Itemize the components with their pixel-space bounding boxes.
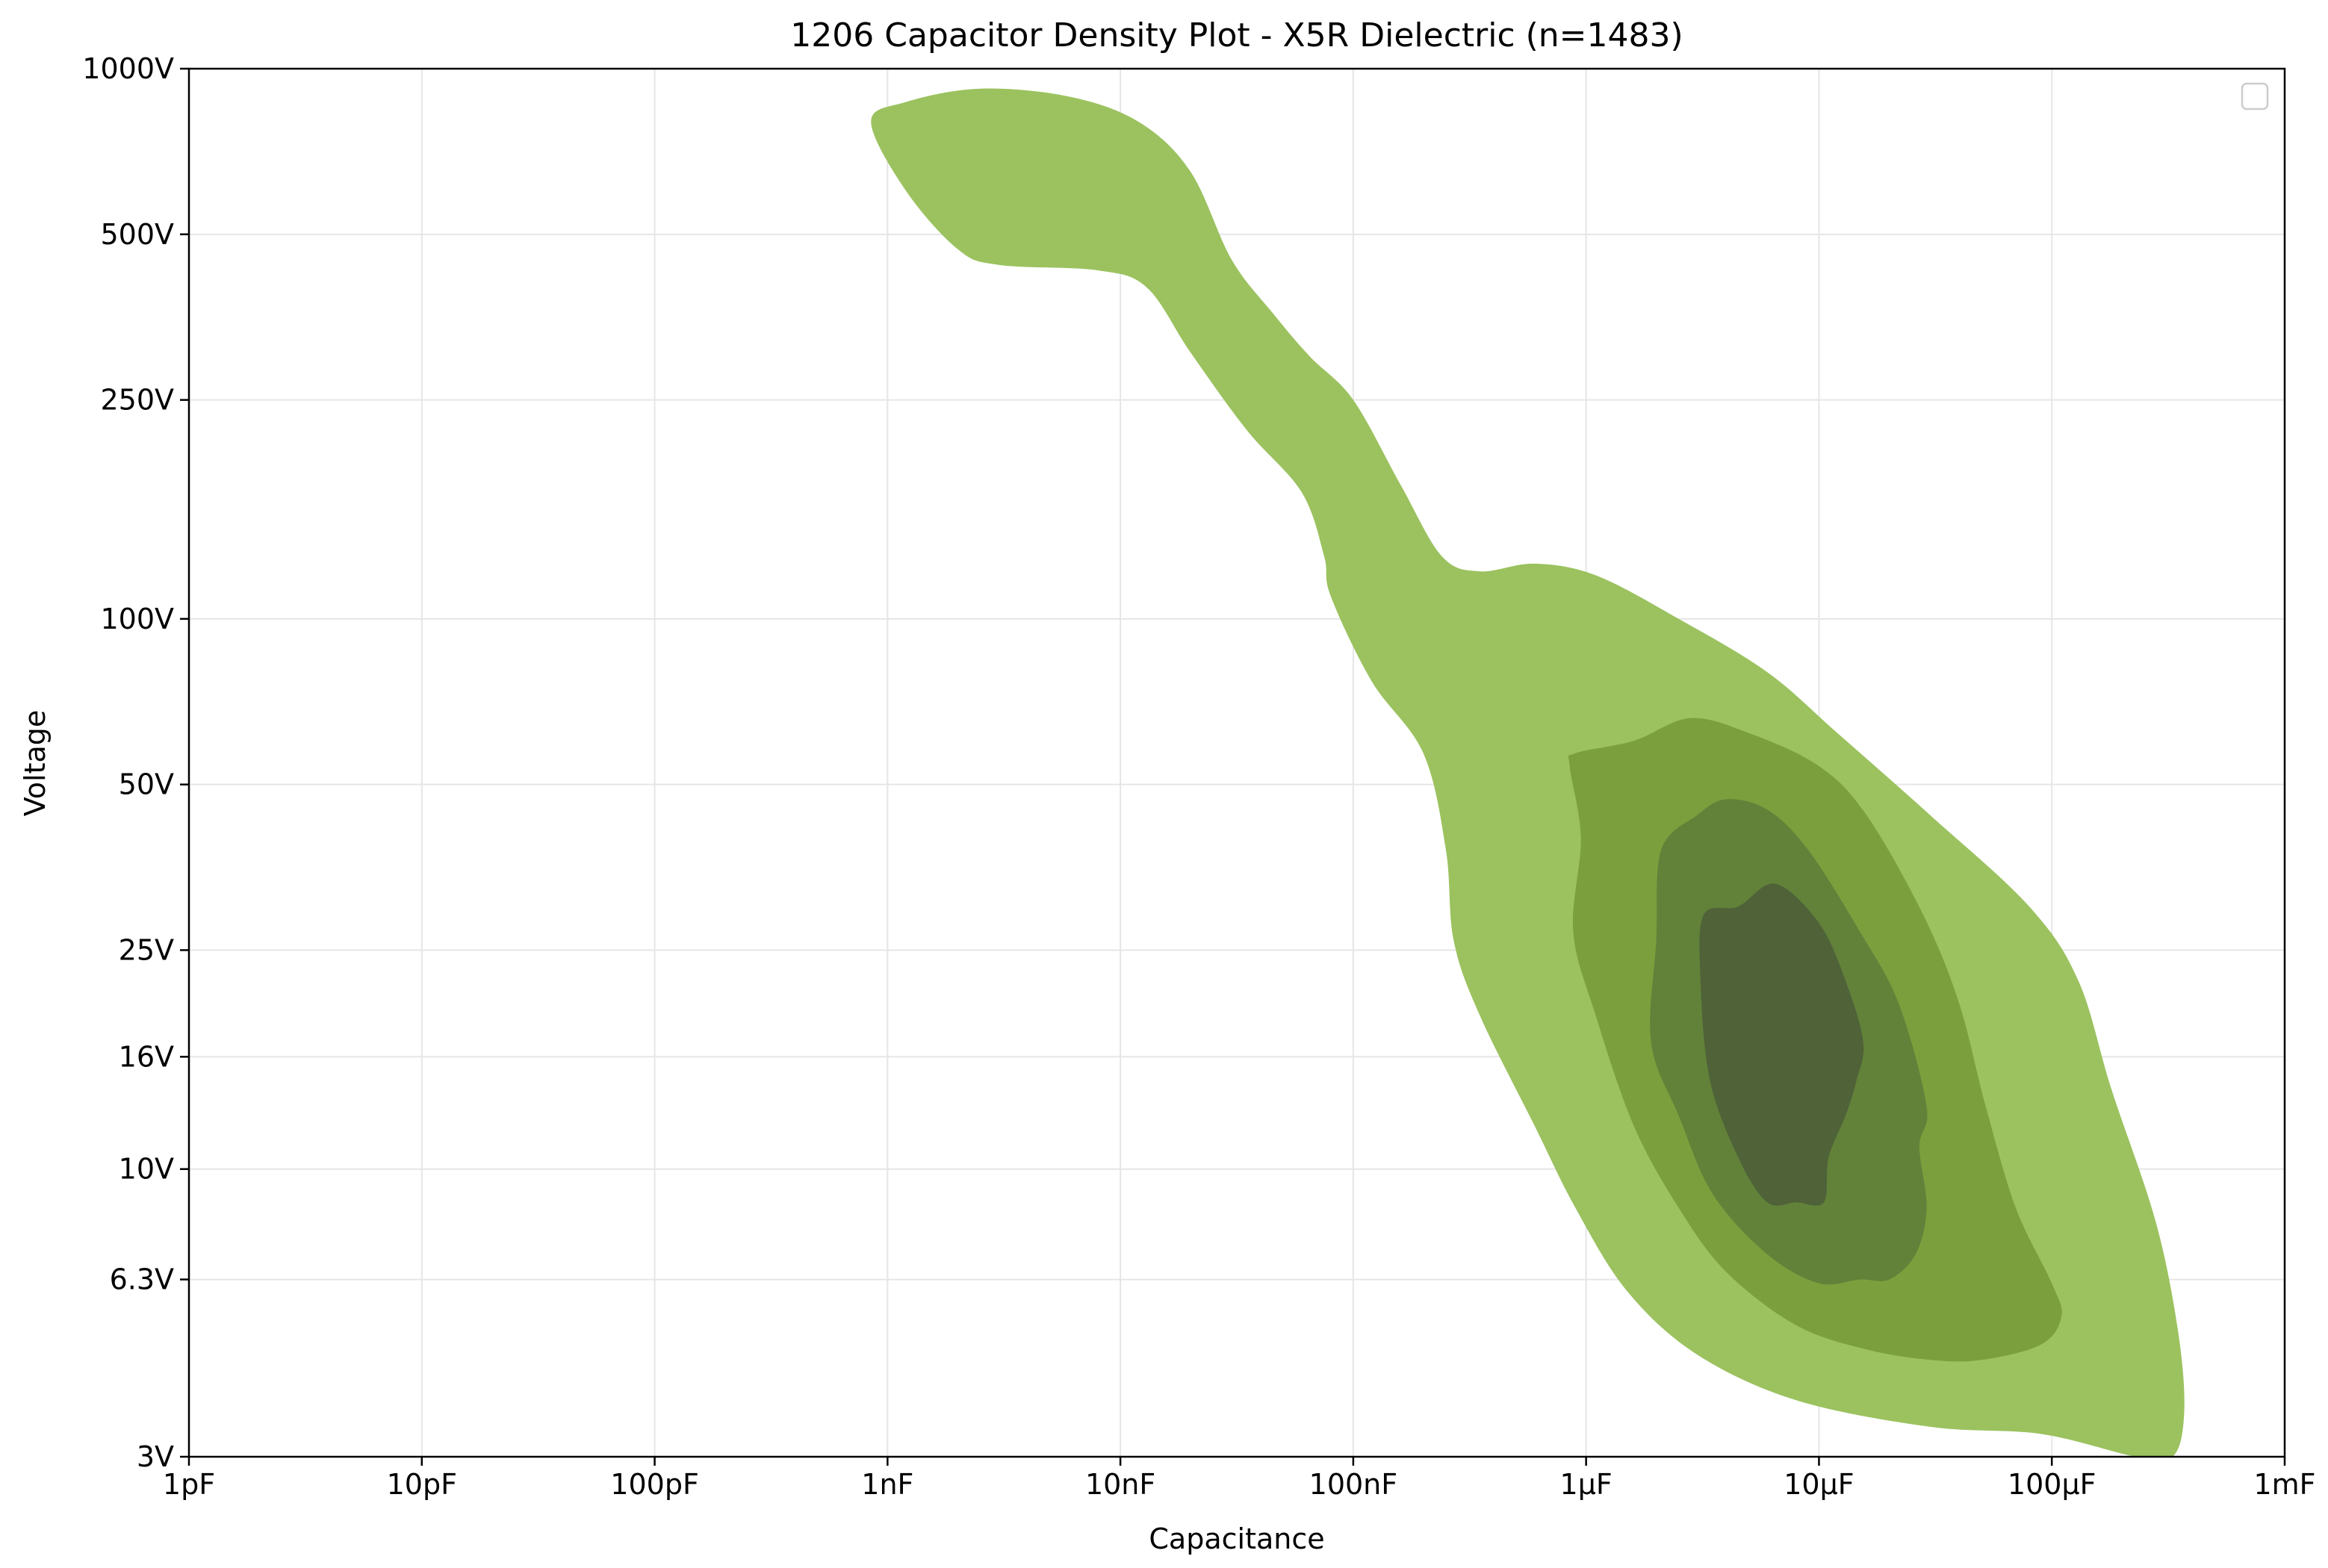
y-tick-label: 3V [137,1440,174,1473]
y-tick-label: 500V [100,218,174,251]
x-axis-label: Capacitance [1149,1522,1324,1555]
density-contour-level-4 [1699,883,1864,1206]
y-tick-label: 100V [100,603,174,635]
y-axis-label: Voltage [19,710,52,817]
legend-box[interactable] [2241,82,2269,111]
y-tick-label: 10V [119,1153,174,1186]
x-tick-label: 1mF [2253,1468,2315,1501]
y-tick-label: 1000V [82,52,174,85]
y-tick-label: 6.3V [110,1263,174,1296]
x-tick-label: 10nF [1085,1468,1155,1501]
x-axis: 1pF 10pF 100pF 1nF 10nF 100nF 1µF 10µF 100µF 1mF [163,1457,2316,1501]
x-tick-label: 1pF [163,1468,215,1501]
x-tick-label: 100µF [2008,1468,2096,1501]
x-tick-label: 1nF [861,1468,913,1501]
x-tick-label: 100pF [610,1468,699,1501]
y-tick-label: 50V [119,768,174,801]
x-tick-label: 10µF [1784,1468,1854,1501]
x-tick-label: 10pF [387,1468,457,1501]
plot-area-frame [187,67,2286,1458]
x-tick-label: 1µF [1560,1468,1612,1501]
y-axis: 3V 6.3V 10V 16V 25V 50V 100V 250V 500V 1000V [82,52,189,1473]
y-tick-label: 250V [100,384,174,417]
y-tick-label: 16V [119,1040,174,1073]
chart-title: 1206 Capacitor Density Plot - X5R Dielec… [790,16,1683,55]
y-tick-label: 25V [119,933,174,966]
density-contours [871,88,2185,1457]
x-tick-label: 100nF [1309,1468,1397,1501]
